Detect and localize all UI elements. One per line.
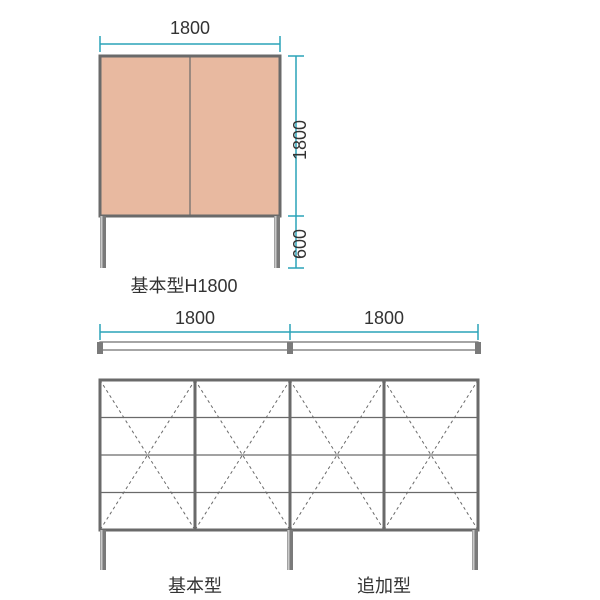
- technical-diagram: 1800 1800 600 基本型H1800: [0, 0, 600, 600]
- bottom-view: 1800 1800: [100, 308, 478, 596]
- dim-bottom-right-text: 1800: [364, 308, 404, 328]
- dim-bottom-widths: 1800 1800: [100, 308, 478, 340]
- top-view-label: 基本型H1800: [130, 276, 237, 296]
- dim-top-width: 1800: [100, 18, 280, 52]
- bottom-label-left: 基本型: [168, 576, 222, 596]
- top-view: 1800 1800 600 基本型H1800: [100, 18, 310, 296]
- dim-right-lower-text: 600: [290, 229, 310, 259]
- dim-bottom-left-text: 1800: [175, 308, 215, 328]
- top-bar: [100, 342, 478, 354]
- bottom-label-right: 追加型: [357, 576, 411, 596]
- dim-right-upper-text: 1800: [290, 120, 310, 160]
- dim-top-width-text: 1800: [170, 18, 210, 38]
- dim-right-heights: 1800 600: [288, 56, 310, 268]
- rear-frame: [100, 380, 478, 530]
